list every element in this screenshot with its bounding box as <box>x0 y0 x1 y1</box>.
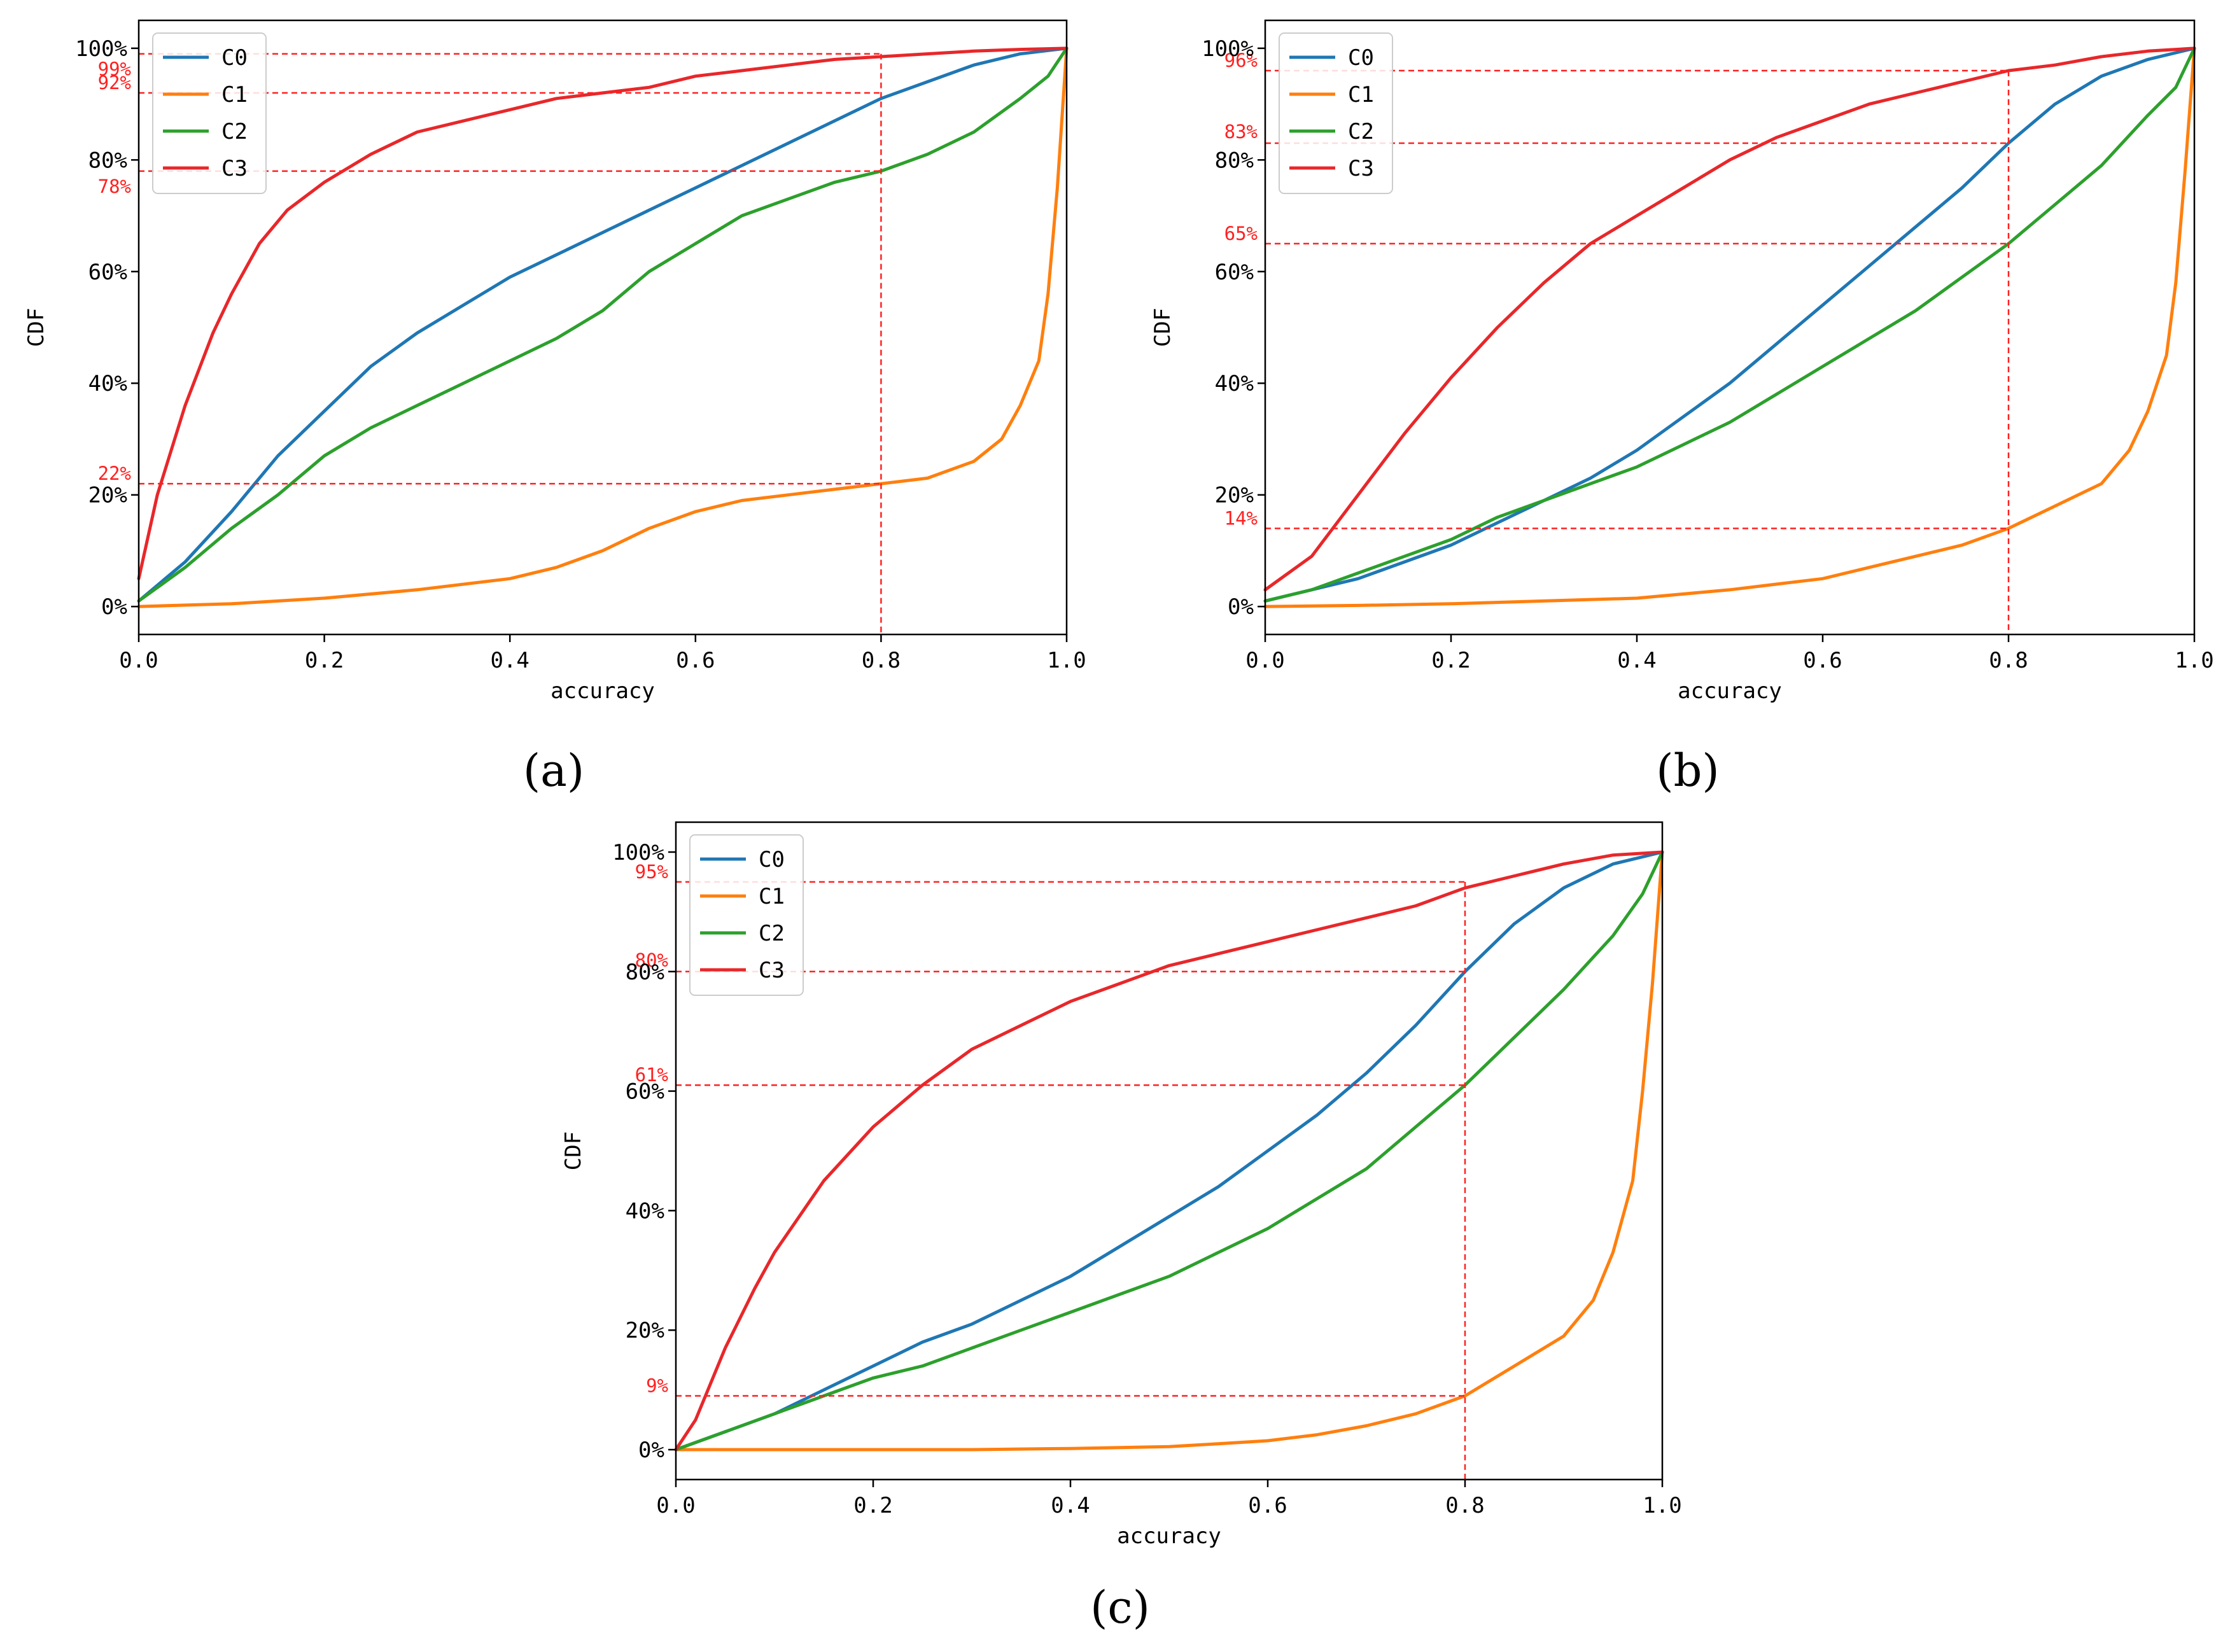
panel-a-y-axis-label: CDF <box>24 308 49 347</box>
panel-b-legend-label-c1: C1 <box>1348 82 1374 108</box>
panel-b-ref-label: 83% <box>1224 121 1258 143</box>
panel-a-y-tick-label: 60% <box>88 260 127 285</box>
panel-b-x-tick-label: 0.0 <box>1245 648 1284 673</box>
panel-a-series-c0-line <box>137 46 1069 603</box>
panel-c-series-c1-line <box>674 850 1664 1452</box>
panel-a-y-tick-label: 0% <box>101 594 127 620</box>
panel-b-label: (b) <box>1656 745 1719 797</box>
panel-c-y-tick-label: 40% <box>626 1198 664 1224</box>
panel-b-ref-label: 65% <box>1224 223 1258 244</box>
panel-b-legend-label-c2: C2 <box>1348 119 1374 144</box>
panel-b-y-tick-label: 0% <box>1228 594 1254 620</box>
panel-a-legend-label-c3: C3 <box>221 156 248 181</box>
panel-a-x-tick-label: 1.0 <box>1047 648 1086 673</box>
panel-b-x-tick-label: 0.6 <box>1803 648 1842 673</box>
panel-c-x-tick-label: 0.8 <box>1445 1493 1484 1518</box>
panel-a-ref-label: 99% <box>98 59 131 80</box>
panel-b-legend-label-c0: C0 <box>1348 45 1374 71</box>
panel-b-legend-label-c3: C3 <box>1348 156 1374 181</box>
panel-c-legend <box>689 834 804 996</box>
panel-c-ref-label: 9% <box>646 1375 668 1397</box>
panel-c-y-tick-label: 80% <box>626 960 664 985</box>
panel-c-series-c2-line <box>674 850 1664 1452</box>
panel-c-series-c0-line <box>674 850 1664 1452</box>
panel-b-y-tick-label: 80% <box>1215 148 1254 173</box>
panel-b-y-tick-label: 20% <box>1215 483 1254 508</box>
panel-b-series-c3-line <box>1263 46 2196 592</box>
panel-c-axes-frame <box>675 821 1664 1481</box>
panel-a-x-tick-label: 0.6 <box>676 648 715 673</box>
panel-b-x-axis-label: accuracy <box>1678 678 1782 704</box>
panel-a-y-tick-label: 40% <box>88 371 127 396</box>
panel-c-x-tick-label: 0.0 <box>656 1493 695 1518</box>
panel-c-y-tick-label: 100% <box>612 840 664 865</box>
panel-b-y-axis-label: CDF <box>1150 308 1175 347</box>
panel-a: 99%92% 78% 22% 0.0 0.2 0.4 0.6 0.8 1.0 0% 20% 40% 60… <box>24 19 1086 797</box>
panel-c-x-tick-label: 0.4 <box>1051 1493 1090 1518</box>
panel-c-label: (c) <box>1090 1581 1150 1634</box>
panel-b-legend <box>1279 32 1393 194</box>
panel-b-y-tick-label: 40% <box>1215 371 1254 396</box>
panel-b-x-tick-label: 1.0 <box>2175 648 2213 673</box>
panel-a-y-tick-label: 20% <box>88 483 127 508</box>
panel-b-ref-label: 96% <box>1224 50 1258 71</box>
panel-b-ref-label: 14% <box>1224 507 1258 529</box>
panel-b-series-c1-line <box>1263 46 2196 608</box>
panel-a-series-c2-line <box>137 46 1069 603</box>
panel-a-x-tick-label: 0.8 <box>862 648 901 673</box>
panel-a-x-tick-label: 0.0 <box>119 648 158 673</box>
panel-c-legend-label-c0: C0 <box>759 847 785 872</box>
panel-c-y-tick-label: 0% <box>638 1438 664 1463</box>
panel-a-legend-label-c2: C2 <box>221 119 248 144</box>
panel-a-x-tick-label: 0.4 <box>490 648 529 673</box>
panel-c-x-axis-label: accuracy <box>1117 1523 1221 1549</box>
panel-b-x-tick-label: 0.2 <box>1431 648 1470 673</box>
panel-c-y-tick-label: 20% <box>626 1318 664 1343</box>
panel-a-ref-label: 92% <box>98 72 131 94</box>
panel-b-y-tick-label: 100% <box>1202 36 1254 62</box>
panel-b: 96% 83% 65% 14% 0.0 0.2 0.4 0.6 0.8 1.0 0% 20% 40% 60… <box>1150 19 2214 797</box>
panel-a-x-tick-label: 0.2 <box>305 648 344 673</box>
panel-a-legend <box>152 32 267 194</box>
panel-b-x-tick-label: 0.4 <box>1617 648 1656 673</box>
panel-b-series-c2-line <box>1263 46 2196 603</box>
panel-c-ref-label: 80% <box>635 949 668 971</box>
panel-c-legend-label-c3: C3 <box>759 958 785 983</box>
panel-a-y-tick-label: 100% <box>75 36 127 62</box>
panel-c-x-tick-label: 1.0 <box>1643 1493 1681 1518</box>
panel-b-plot: 96% 83% 65% 14% 0.0 0.2 0.4 0.6 0.8 1.0 0% 20% 40% 60… <box>1150 19 2214 704</box>
panel-b-x-tick-label: 0.8 <box>1989 648 2028 673</box>
panel-c-y-tick-label: 60% <box>626 1079 664 1105</box>
panel-c-legend-label-c1: C1 <box>759 884 785 909</box>
panel-a-series-c3-line <box>137 46 1069 580</box>
panel-c-x-tick-label: 0.2 <box>853 1493 892 1518</box>
panel-a-x-axis-label: accuracy <box>550 678 655 704</box>
panel-b-axes-frame <box>1264 19 2196 636</box>
panel-a-y-tick-label: 80% <box>88 148 127 173</box>
panel-a-ref-label: 22% <box>98 463 131 484</box>
panel-c-plot: 95% 80% 61% 9% 0.0 0.2 0.4 0.6 0.8 1.0 0% 20% 40% 60%… <box>561 821 1682 1549</box>
panel-c-ref-label: 61% <box>635 1064 668 1086</box>
panel-a-axes-frame <box>137 19 1068 636</box>
panel-c-x-tick-label: 0.6 <box>1248 1493 1287 1518</box>
panel-c-legend-label-c2: C2 <box>759 921 785 946</box>
panel-a-legend-label-c1: C1 <box>221 82 248 108</box>
panel-c-series-c3-line <box>674 850 1664 1452</box>
panel-a-ref-label: 78% <box>98 176 131 197</box>
panel-c-y-axis-label: CDF <box>561 1131 586 1170</box>
panel-c: 95% 80% 61% 9% 0.0 0.2 0.4 0.6 0.8 1.0 0% 20% 40% 60%… <box>561 821 1682 1634</box>
panel-a-plot: 99%92% 78% 22% 0.0 0.2 0.4 0.6 0.8 1.0 0% 20% 40% 60… <box>24 19 1086 704</box>
panel-a-label: (a) <box>523 745 584 797</box>
panel-b-series-c0-line <box>1263 46 2196 603</box>
panel-a-legend-label-c0: C0 <box>221 45 248 71</box>
panel-b-y-tick-label: 60% <box>1215 260 1254 285</box>
panel-a-series-c1-line <box>137 46 1069 608</box>
panel-c-ref-label: 95% <box>635 861 668 883</box>
